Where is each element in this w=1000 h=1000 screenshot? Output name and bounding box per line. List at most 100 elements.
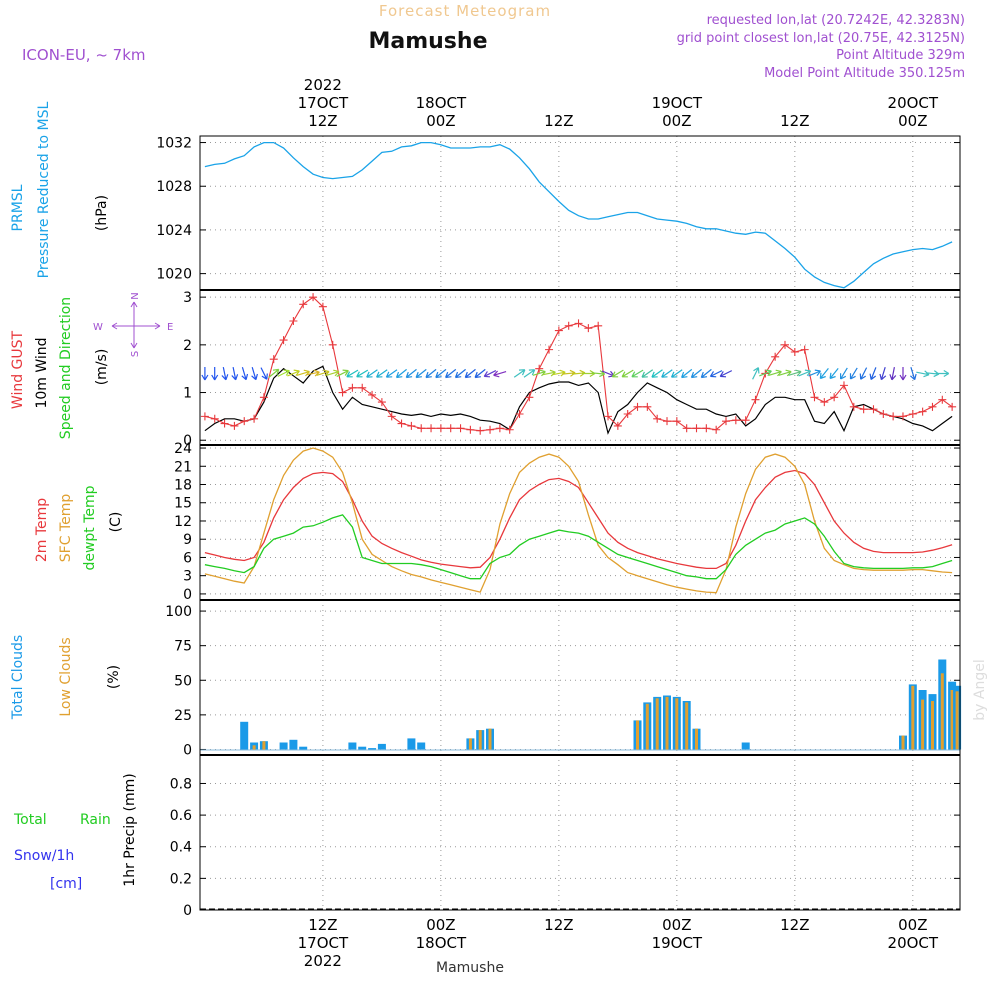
low-cloud-bar	[655, 698, 659, 750]
wind-arrow-icon	[889, 366, 897, 381]
wind-arrow-icon	[681, 368, 693, 379]
low-cloud-bar	[478, 730, 482, 750]
gust-marker	[898, 412, 907, 421]
y-tick-label: 100	[165, 604, 192, 620]
wind-arrow-icon	[840, 367, 848, 380]
low-cloud-bar	[636, 720, 639, 750]
time-label-bottom: 2022	[304, 952, 342, 970]
y-tick-label: 1028	[156, 179, 192, 195]
gust-marker	[200, 412, 209, 421]
gust-label: Wind GUST	[10, 330, 26, 409]
gust-marker	[289, 317, 298, 325]
time-label-top: 20OCT	[888, 94, 939, 112]
gust-marker	[436, 424, 445, 433]
gust-marker	[210, 414, 219, 423]
low-cloud-bar	[262, 741, 266, 750]
wind-arrow-icon	[849, 367, 858, 380]
wind-arrow-icon	[759, 369, 772, 377]
y-tick-label: 0	[183, 903, 192, 919]
gust-marker	[751, 395, 760, 404]
panel-frame	[199, 754, 961, 911]
wind-arrow-icon	[819, 368, 829, 380]
gust-marker	[869, 405, 878, 414]
gust-marker	[407, 421, 416, 430]
gust-line	[204, 296, 953, 432]
wind-arrow-icon	[661, 369, 673, 378]
time-label-top: 00Z	[898, 112, 927, 130]
gust-marker	[318, 302, 327, 311]
gust-marker	[682, 424, 691, 433]
low-clouds-label: Low Clouds	[58, 637, 74, 716]
wind-arrow-icon	[798, 369, 812, 377]
gust-marker	[633, 402, 642, 411]
wind-arrow-icon	[316, 369, 330, 377]
gust-marker	[220, 419, 229, 428]
gust-marker	[918, 407, 927, 416]
time-label-bottom: 12Z	[780, 916, 809, 934]
temp2m-label: 2m Temp	[34, 498, 50, 562]
gust-marker	[259, 393, 268, 402]
sfc-temp-line	[204, 447, 953, 594]
gust-marker	[338, 388, 347, 397]
y-tick-label: 3	[183, 569, 192, 585]
pressure-unit: (hPa)	[94, 195, 110, 231]
gust-marker	[712, 425, 721, 434]
wind-arrow-icon	[591, 370, 606, 378]
temp-unit: (C)	[108, 512, 124, 533]
time-label-top: 17OCT	[298, 94, 349, 112]
wind-arrow-icon	[829, 368, 839, 380]
gust-marker	[466, 425, 475, 434]
wind-arrow-icon	[405, 368, 417, 379]
wind-arrow-icon	[241, 367, 249, 381]
gust-marker	[387, 412, 396, 421]
panel-precip: 0 0.2 0.4 0.6 0.8	[170, 754, 961, 919]
wind-arrow-icon	[631, 369, 644, 378]
gust-marker	[741, 416, 750, 425]
total-cloud-bar	[240, 721, 249, 750]
time-label-top: 18OCT	[416, 94, 467, 112]
wind-arrow-icon	[425, 368, 437, 379]
wind-arrow-icon	[435, 368, 447, 379]
wind-arrow-icon	[690, 368, 702, 379]
y-tick-label: 25	[174, 708, 192, 724]
sfc-temp-label: SFC Temp	[58, 494, 74, 563]
model-label: ICON-EU, ~ 7km	[22, 46, 146, 64]
location-name: Mamushe	[368, 29, 487, 54]
wind-arrow-icon	[260, 367, 268, 380]
total-cloud-bar	[289, 739, 298, 750]
time-label-bottom: 20OCT	[888, 934, 939, 952]
y-tick-label: 3	[183, 290, 192, 306]
clouds-unit: (%)	[106, 665, 122, 689]
gust-marker	[328, 340, 337, 349]
gust-marker	[800, 345, 809, 354]
total-clouds-label: Total Clouds	[10, 635, 26, 720]
wind-arrow-icon	[651, 369, 663, 378]
wind-arrow-icon	[483, 370, 497, 378]
y-tick-label: 1	[183, 386, 192, 402]
pressure-line	[204, 141, 953, 289]
y-tick-label: 21	[174, 459, 192, 475]
y-tick-label: 12	[174, 514, 192, 530]
wind-arrow-icon	[445, 368, 457, 379]
time-label-bottom: 19OCT	[652, 934, 703, 952]
panel-wind: 0 1 2 3	[183, 289, 961, 449]
wind-arrow-icon	[909, 367, 917, 381]
gust-marker	[427, 424, 436, 433]
low-cloud-bar	[685, 702, 689, 750]
low-cloud-bar	[645, 703, 649, 750]
gust-marker	[584, 324, 593, 333]
gust-marker	[525, 393, 534, 402]
gust-marker	[397, 419, 406, 428]
gust-marker	[604, 412, 613, 421]
wind-unit: (m/s)	[94, 349, 110, 386]
wind-arrow-icon	[621, 369, 634, 378]
time-label-top: 12Z	[780, 112, 809, 130]
gust-marker	[564, 321, 573, 330]
wind-arrow-icon	[641, 369, 654, 378]
low-cloud-bar	[665, 696, 669, 750]
gust-marker	[722, 417, 731, 426]
gust-marker	[879, 410, 888, 418]
wind-arrow-icon	[376, 369, 388, 378]
